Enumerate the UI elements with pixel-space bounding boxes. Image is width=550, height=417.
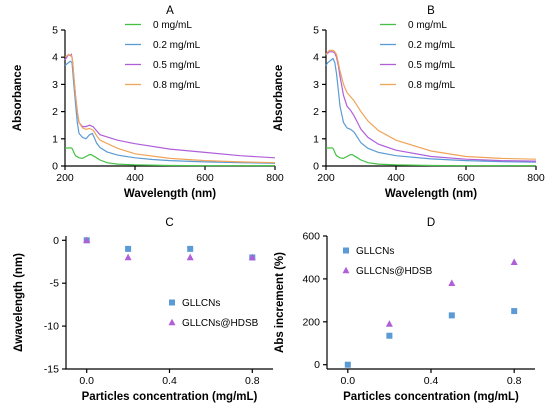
data-point-triangle bbox=[83, 236, 91, 244]
x-tick-label: 600 bbox=[457, 172, 475, 184]
legend-label: 0.8 mg/mL bbox=[408, 80, 456, 91]
data-point-square bbox=[344, 361, 351, 368]
y-axis-label: Δwavelength (nm) bbox=[13, 253, 25, 352]
x-tick-label: 0.4 bbox=[424, 375, 439, 387]
x-axis-label: Particles concentration (mg/mL) bbox=[82, 391, 258, 403]
series-GLLCNs@HDSB bbox=[385, 258, 518, 327]
panel-C: C 0 -5 -10 -15 0.0 0.4 0.8 Particles concentrati… bbox=[13, 217, 273, 403]
y-tick-label: -5 bbox=[50, 278, 59, 290]
data-point-square bbox=[187, 245, 194, 252]
legend-label: 0.2 mg/mL bbox=[408, 40, 456, 51]
series-0.5 mg/mL bbox=[325, 51, 537, 162]
x-tick-label: 400 bbox=[126, 172, 144, 184]
y-tick-label: 2 bbox=[52, 106, 58, 118]
panel-A: A 0 1 2 3 4 5 200 400 600 800 Wavelength (nm) Absorb… bbox=[12, 5, 284, 200]
panel-title: C bbox=[165, 217, 173, 229]
x-tick-label: 400 bbox=[387, 172, 405, 184]
y-tick-label: -15 bbox=[44, 364, 59, 376]
y-tick-label: 3 bbox=[52, 79, 58, 91]
y-axis-label: Abs increment (%) bbox=[274, 252, 286, 353]
y-axis-label: Absorbance bbox=[273, 65, 285, 131]
y-tick-label: 4 bbox=[313, 52, 319, 64]
x-tick-label: 200 bbox=[317, 172, 335, 184]
series-0.2 mg/mL bbox=[325, 57, 537, 163]
series-GLLCNs bbox=[83, 237, 256, 261]
x-tick-label: 200 bbox=[56, 172, 74, 184]
legend-swatch bbox=[342, 266, 350, 274]
panel-D: D 0 200 400 600 0.0 0.4 0.8 Particles concentrat… bbox=[274, 217, 535, 403]
y-tick-label: 3 bbox=[313, 79, 319, 91]
series-0 mg/mL bbox=[64, 147, 275, 167]
legend-label: GLLCNs@HDSB bbox=[356, 266, 433, 277]
y-tick-label: 5 bbox=[313, 25, 319, 37]
series-GLLCNs bbox=[344, 308, 518, 368]
panel-title: D bbox=[427, 217, 435, 229]
data-point-triangle bbox=[510, 258, 518, 265]
panel-title: A bbox=[166, 5, 174, 17]
legend-label: 0 mg/mL bbox=[408, 20, 447, 31]
data-point-square bbox=[125, 245, 132, 252]
data-point-triangle bbox=[385, 320, 393, 327]
y-tick-label: 5 bbox=[52, 25, 58, 37]
y-axis-label: Absorbance bbox=[12, 65, 24, 131]
y-tick-label: 1 bbox=[313, 133, 319, 145]
data-point-square bbox=[386, 332, 393, 339]
legend-label: GLLCNs bbox=[182, 298, 220, 309]
series-line bbox=[64, 53, 276, 164]
legend-swatch bbox=[343, 247, 349, 254]
legend-label: GLLCNs@HDSB bbox=[182, 318, 259, 329]
series-line bbox=[325, 49, 537, 160]
y-tick-label: 0 bbox=[53, 235, 59, 247]
data-point-square bbox=[448, 312, 455, 319]
legend-swatch bbox=[168, 318, 176, 326]
data-point-triangle bbox=[124, 253, 132, 261]
x-axis-label: Wavelength (nm) bbox=[385, 188, 477, 200]
series-line bbox=[325, 51, 537, 162]
y-tick-label: 0 bbox=[52, 161, 58, 173]
series-line bbox=[64, 60, 276, 164]
y-tick-label: 400 bbox=[302, 273, 320, 285]
y-tick-label: 600 bbox=[302, 231, 320, 243]
data-point-square bbox=[511, 308, 518, 315]
x-axis-label: Wavelength (nm) bbox=[124, 188, 216, 200]
series-0 mg/mL bbox=[325, 147, 536, 167]
x-tick-label: 800 bbox=[266, 172, 284, 184]
data-point-triangle bbox=[448, 279, 456, 286]
y-tick-label: 4 bbox=[52, 52, 58, 64]
series-0.8 mg/mL bbox=[325, 49, 537, 160]
x-tick-label: 0.4 bbox=[162, 375, 177, 387]
data-point-triangle bbox=[186, 253, 194, 261]
series-line bbox=[64, 147, 275, 167]
legend-label: 0.5 mg/mL bbox=[408, 60, 456, 71]
legend-swatch bbox=[169, 299, 175, 306]
y-tick-label: 0 bbox=[314, 359, 320, 371]
panel-B: B 0 1 2 3 4 5 200 400 600 800 Wavelength (nm) Absorb… bbox=[273, 5, 545, 200]
series-0.8 mg/mL bbox=[64, 53, 276, 164]
legend-label: 0.2 mg/mL bbox=[153, 40, 201, 51]
legend-label: GLLCNs bbox=[356, 246, 394, 257]
x-tick-label: 0.8 bbox=[507, 375, 522, 387]
x-tick-label: 600 bbox=[196, 172, 214, 184]
x-tick-label: 800 bbox=[527, 172, 545, 184]
series-line bbox=[325, 147, 536, 167]
legend-label: 0.5 mg/mL bbox=[153, 60, 201, 71]
y-tick-label: 200 bbox=[302, 316, 320, 328]
x-tick-label: 0.0 bbox=[340, 375, 355, 387]
x-tick-label: 0.0 bbox=[79, 375, 94, 387]
legend-label: 0.8 mg/mL bbox=[153, 80, 201, 91]
y-tick-label: 0 bbox=[313, 161, 319, 173]
y-tick-label: 1 bbox=[52, 133, 58, 145]
series-0.2 mg/mL bbox=[64, 60, 276, 164]
legend-label: 0 mg/mL bbox=[153, 20, 192, 31]
panel-title: B bbox=[427, 5, 435, 17]
y-tick-label: 2 bbox=[313, 106, 319, 118]
x-tick-label: 0.8 bbox=[245, 375, 260, 387]
series-line bbox=[325, 57, 537, 163]
y-tick-label: -10 bbox=[44, 321, 59, 333]
series-GLLCNs@HDSB bbox=[83, 236, 256, 261]
x-axis-label: Particles concentration (mg/mL) bbox=[343, 391, 519, 403]
data-point-triangle bbox=[248, 253, 256, 261]
